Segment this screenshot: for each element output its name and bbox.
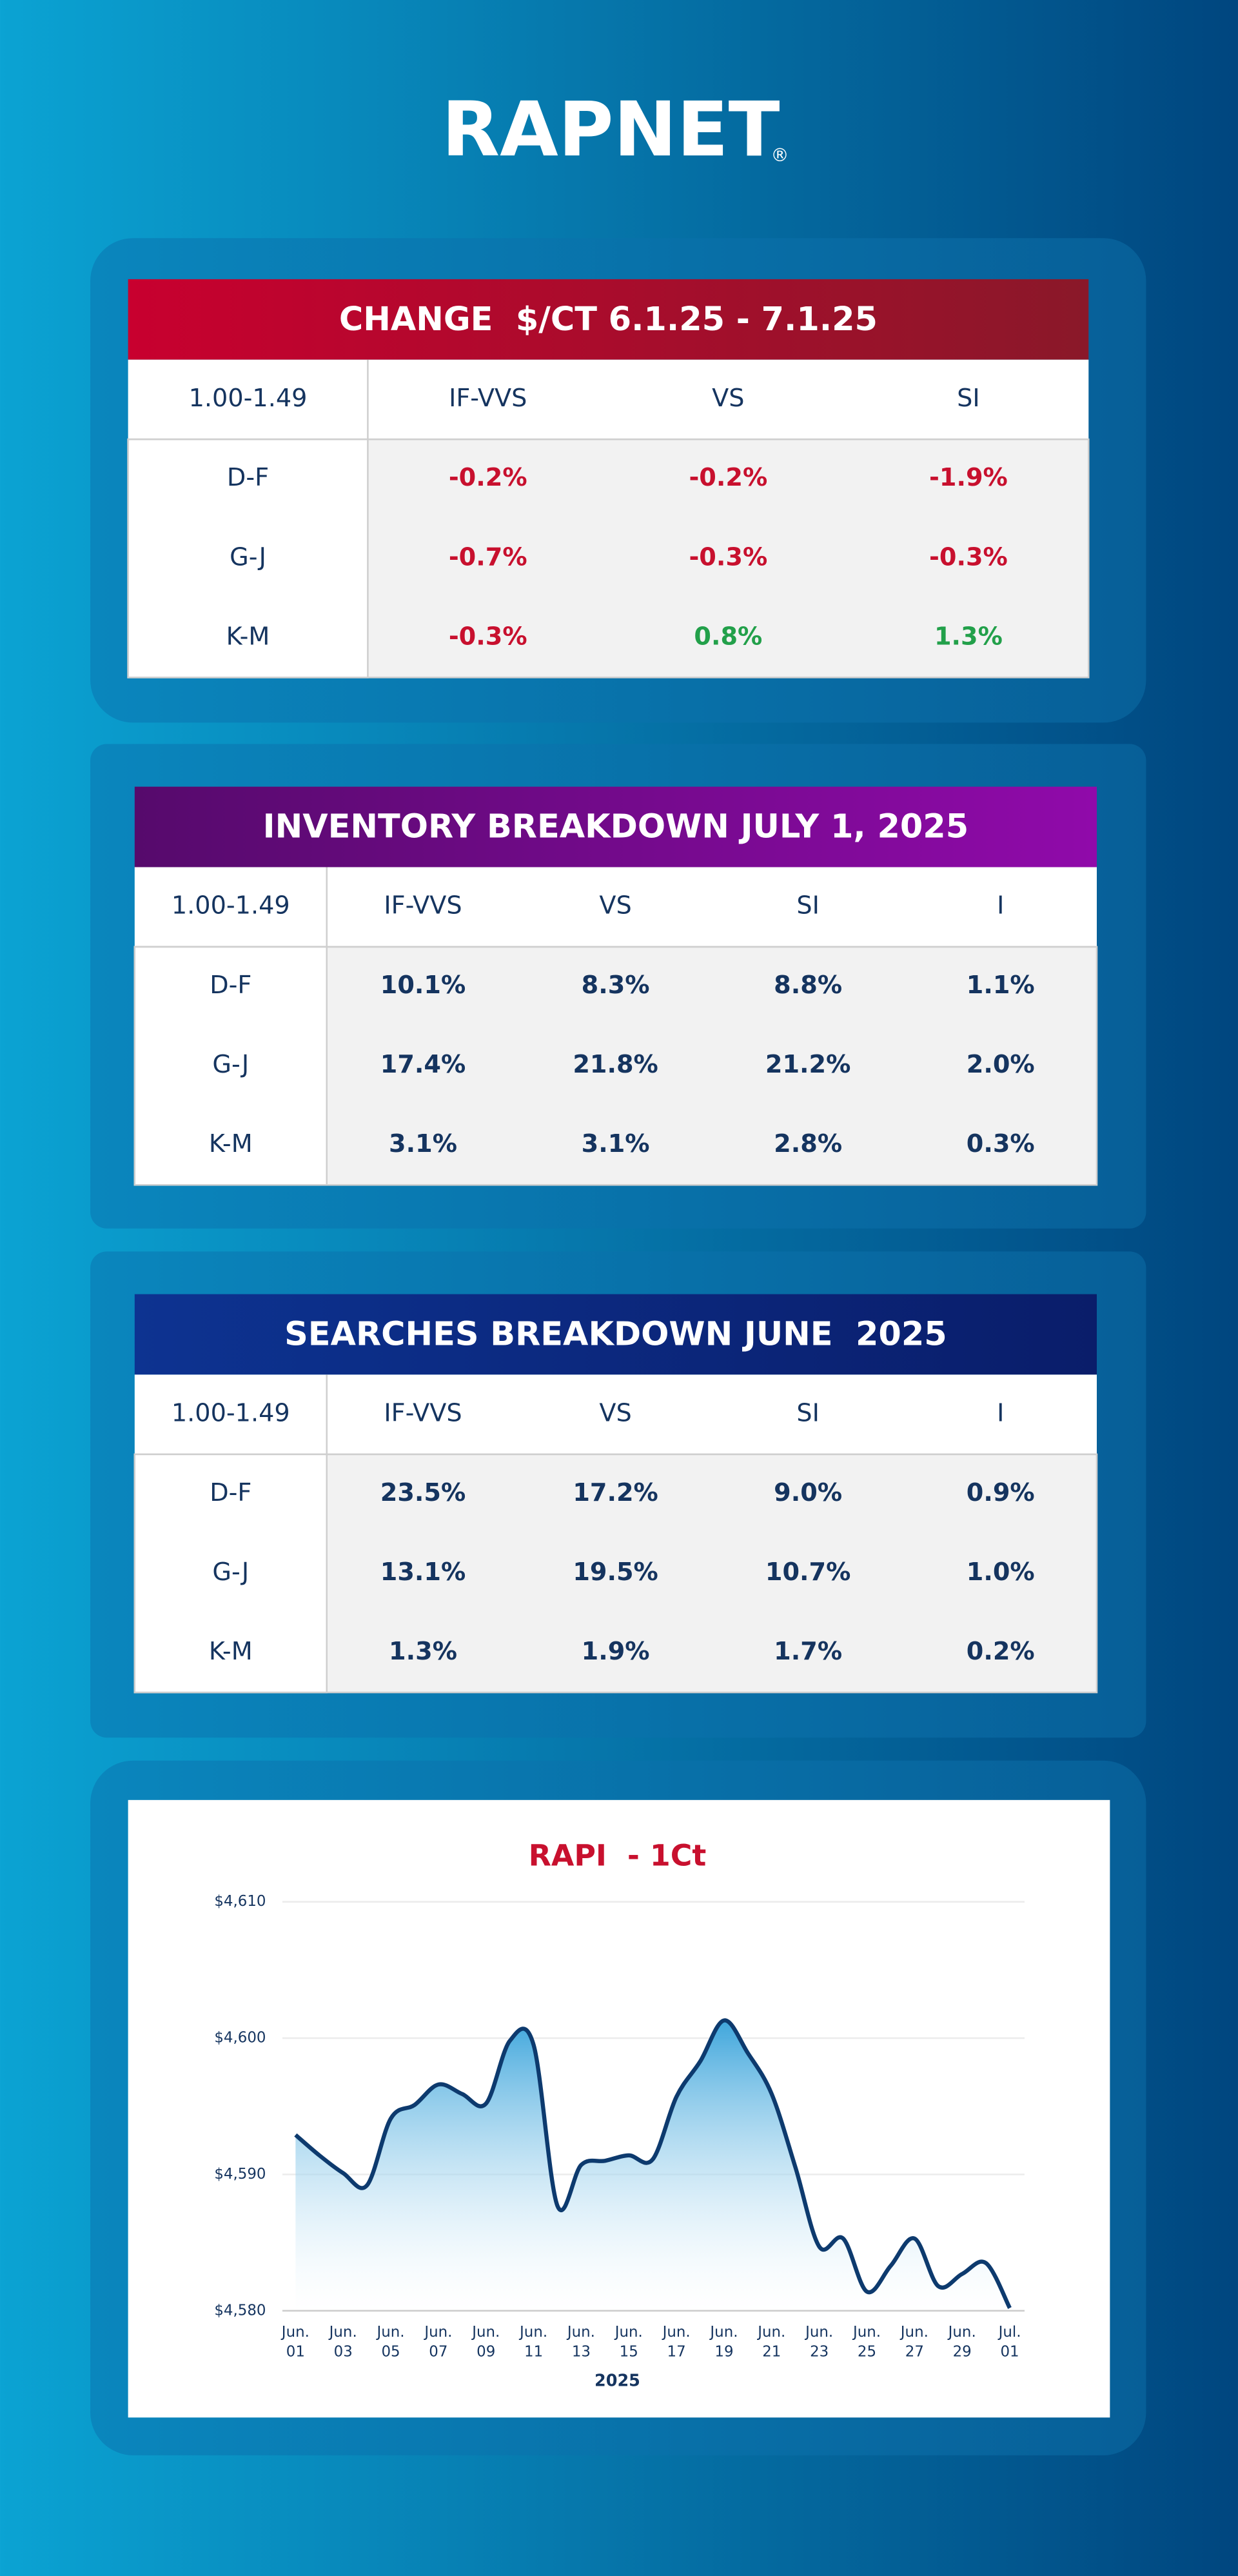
column-header: 1.00-1.49: [189, 384, 308, 413]
cell-value: 21.2%: [765, 1051, 850, 1079]
row-label: G-J: [230, 543, 266, 571]
column-header: SI: [957, 384, 980, 413]
x-tick-label: Jul. 01: [997, 2323, 1021, 2360]
cell-value: 23.5%: [380, 1479, 466, 1507]
column-header: I: [997, 1400, 1004, 1428]
row-label: D-F: [210, 971, 251, 1000]
cell-value: 9.0%: [774, 1479, 842, 1507]
x-tick-label: Jun. 27: [899, 2323, 928, 2360]
y-tick-label: $4,610: [214, 1893, 266, 1910]
table-title-bar: [134, 1294, 1097, 1375]
cell-value: 10.1%: [380, 971, 466, 1000]
row-label: G-J: [212, 1051, 249, 1079]
column-header: IF-VVS: [384, 1400, 462, 1428]
table-header-row: [134, 1374, 1097, 1454]
cell-value: 2.0%: [967, 1051, 1035, 1079]
table-title-bar: [128, 279, 1089, 360]
chart-card: [128, 1799, 1110, 2418]
cell-value: 19.5%: [573, 1558, 658, 1587]
column-header: VS: [599, 892, 631, 920]
x-tick-label: Jun. 21: [756, 2323, 785, 2360]
column-header: IF-VVS: [449, 384, 527, 413]
cell-value: 21.8%: [573, 1051, 658, 1079]
row-label: K-M: [209, 1130, 253, 1158]
cell-value: 1.3%: [389, 1638, 457, 1666]
x-tick-label: Jun. 15: [614, 2323, 643, 2360]
x-axis-title: 2025: [594, 2371, 640, 2390]
column-header: 1.00-1.49: [172, 892, 290, 920]
column-header: SI: [796, 1400, 820, 1428]
cell-value: -0.3%: [689, 543, 767, 571]
cell-value: -0.7%: [449, 543, 527, 571]
y-tick-label: $4,580: [214, 2302, 266, 2319]
cell-value: 0.3%: [967, 1130, 1035, 1158]
cell-value: 1.0%: [967, 1558, 1035, 1587]
cell-value: 1.7%: [774, 1638, 842, 1666]
column-header: SI: [796, 892, 820, 920]
x-tick-label: Jun. 03: [328, 2323, 357, 2360]
x-tick-label: Jun. 01: [280, 2323, 310, 2360]
row-label: G-J: [212, 1558, 249, 1587]
cell-value: 8.3%: [582, 971, 650, 1000]
cell-value: -1.9%: [929, 464, 1008, 492]
table-title: INVENTORY BREAKDOWN JULY 1, 2025: [263, 808, 968, 846]
x-tick-label: Jun. 23: [804, 2323, 833, 2360]
cell-value: 17.4%: [380, 1051, 466, 1079]
cell-value: 0.2%: [967, 1638, 1035, 1666]
logo: RAPNET: [442, 85, 780, 173]
area: [295, 2020, 1010, 2311]
cell-value: 1.3%: [934, 622, 1003, 651]
table-title-bar: [134, 786, 1097, 867]
cell-value: 17.2%: [573, 1479, 658, 1507]
column-header: 1.00-1.49: [172, 1400, 290, 1428]
column-header: VS: [599, 1400, 631, 1428]
cell-value: 3.1%: [582, 1130, 650, 1158]
cell-value: -0.2%: [689, 464, 767, 492]
row-label-column: [133, 946, 328, 1186]
x-tick-label: Jun. 11: [518, 2323, 547, 2360]
cell-value: 2.8%: [774, 1130, 842, 1158]
cell-value: -0.2%: [449, 464, 527, 492]
row-label-column: [127, 438, 369, 679]
x-tick-label: Jun. 07: [423, 2323, 452, 2360]
table-header-row: [128, 359, 1089, 440]
cell-value: -0.3%: [449, 622, 527, 651]
cell-value: 13.1%: [380, 1558, 466, 1587]
column-header: IF-VVS: [384, 892, 462, 920]
row-label: D-F: [227, 464, 269, 492]
cell-value: 1.9%: [582, 1638, 650, 1666]
logo-mark: ®: [771, 144, 789, 166]
line: [294, 2018, 1012, 2310]
row-label: D-F: [210, 1479, 251, 1507]
cell-value: 10.7%: [765, 1558, 850, 1587]
column-header: VS: [712, 384, 744, 413]
x-tick-label: Jun. 29: [947, 2323, 976, 2360]
table-header-row: [134, 867, 1097, 947]
x-tick-label: Jun. 09: [471, 2323, 500, 2360]
x-tick-label: Jun. 19: [709, 2323, 738, 2360]
cell-value: 0.8%: [694, 622, 762, 651]
row-label: K-M: [226, 622, 270, 651]
x-tick-label: Jun. 13: [566, 2323, 595, 2360]
x-tick-label: Jun. 25: [852, 2323, 881, 2360]
x-tick-label: Jun. 17: [662, 2323, 691, 2360]
y-tick-label: $4,600: [214, 2030, 266, 2046]
row-label: K-M: [209, 1638, 253, 1666]
table-title: CHANGE $/CT 6.1.25 - 7.1.25: [339, 301, 878, 339]
x-tick-label: Jun. 05: [376, 2323, 405, 2360]
cell-value: -0.3%: [929, 543, 1008, 571]
cell-value: 1.1%: [967, 971, 1035, 1000]
table-title: SEARCHES BREAKDOWN JUNE 2025: [284, 1315, 947, 1353]
y-tick-label: $4,590: [214, 2166, 266, 2183]
cell-value: 3.1%: [389, 1130, 457, 1158]
cell-value: 8.8%: [774, 971, 842, 1000]
chart-title: RAPI - 1Ct: [529, 1838, 707, 1872]
column-header: I: [997, 892, 1004, 920]
cell-value: 0.9%: [967, 1479, 1035, 1507]
